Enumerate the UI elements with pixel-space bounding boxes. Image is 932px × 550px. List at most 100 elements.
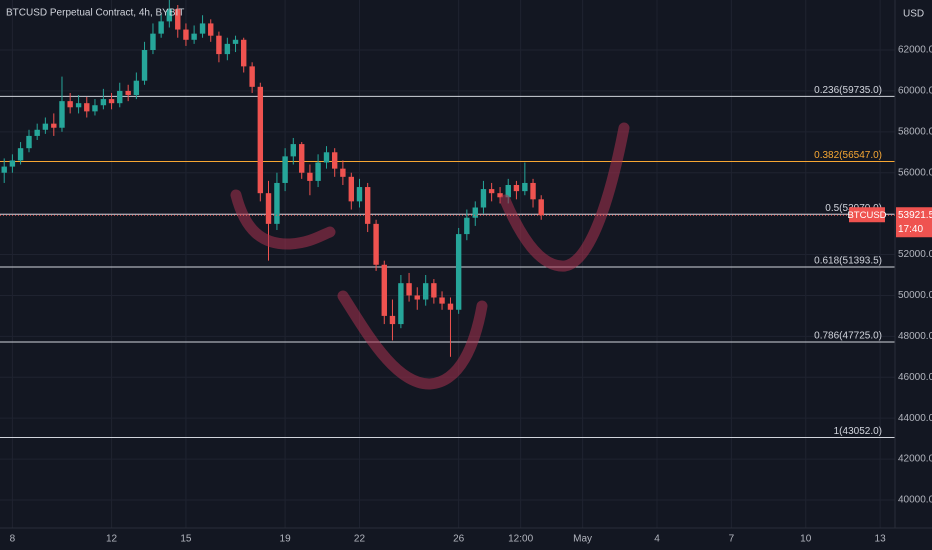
- candle-body: [59, 101, 65, 128]
- stroke: [230, 189, 336, 250]
- x-tick-label: 19: [280, 534, 292, 545]
- candle-body: [9, 160, 16, 167]
- y-tick-label: 50000.0: [898, 290, 932, 301]
- candle-body: [422, 283, 429, 300]
- candle-body: [166, 9, 173, 22]
- candle-body: [389, 315, 396, 325]
- candle-body: [216, 35, 222, 55]
- fib-label: 0.236(59735.0): [814, 85, 882, 96]
- candle-body: [67, 101, 73, 108]
- symbol-tag-bg: [849, 207, 885, 223]
- currency-badge: [897, 4, 927, 22]
- candle-body: [522, 182, 528, 192]
- y-tick-label: 48000.0: [898, 331, 932, 342]
- candle-body: [150, 33, 156, 51]
- candle-body: [42, 123, 49, 130]
- candle-body: [406, 283, 412, 296]
- candle-body: [290, 144, 296, 157]
- x-tick-label: 8: [10, 534, 16, 545]
- symbol-label: BTCUSD: [847, 210, 886, 221]
- axes: 40000.0 42000.0 44000.0 46000.0 48000.0 50000…: [10, 45, 932, 545]
- candle-body: [191, 33, 197, 40]
- currency: USD: [903, 9, 924, 20]
- candle-body: [513, 184, 520, 192]
- drawing: [230, 122, 630, 390]
- candle-body: [183, 29, 189, 40]
- y-tick-label: 42000.0: [898, 454, 932, 465]
- candle-body: [241, 39, 247, 67]
- candle-body: [51, 123, 57, 128]
- candle-body: [34, 129, 40, 136]
- candle-body: [505, 184, 511, 198]
- price-tag-bg: [896, 207, 932, 238]
- candle-body: [530, 182, 536, 200]
- candle-body: [439, 297, 445, 304]
- x-tick-label: 26: [453, 534, 465, 545]
- candle-body: [299, 144, 305, 173]
- candle-body: [364, 187, 371, 224]
- stroke: [499, 122, 630, 272]
- candle-body: [274, 182, 280, 224]
- candle-body: [331, 152, 338, 169]
- x-tick-label: 12:00: [508, 534, 533, 545]
- stroke: [337, 290, 488, 390]
- candle-body: [497, 193, 503, 198]
- y-tick-label: 46000.0: [898, 372, 932, 383]
- fib-label: 0.618(51393.5): [814, 256, 882, 267]
- x-tick-label: 15: [180, 534, 192, 545]
- candle-body: [282, 156, 288, 183]
- fib-levels: 0.236(59735.0)0.382(56547.0)0.5(53970.0)…: [0, 85, 895, 439]
- y-tick-label: 44000.0: [898, 413, 932, 424]
- candle-body: [315, 162, 321, 181]
- candle-body: [381, 264, 387, 316]
- countdown: 17:40: [898, 224, 923, 235]
- y-tick-label: 52000.0: [898, 249, 932, 260]
- candle-body: [100, 99, 107, 106]
- candle-body: [108, 99, 115, 104]
- last-price: 53921.5: [898, 210, 932, 221]
- candle-body: [323, 152, 330, 163]
- y-tick-label: 62000.0: [898, 45, 932, 56]
- candle-body: [307, 172, 313, 181]
- candle-body: [356, 187, 363, 202]
- candle-body: [141, 50, 148, 81]
- candle-body: [17, 148, 24, 161]
- price-tag: BTCUSD 53921.5 17:40: [0, 207, 932, 238]
- candle-body: [455, 234, 462, 310]
- candle-body: [249, 66, 255, 87]
- candle-body: [464, 217, 470, 235]
- candle-body: [75, 103, 82, 108]
- y-tick-label: 58000.0: [898, 126, 932, 137]
- candle-body: [158, 21, 164, 34]
- candle-body: [92, 105, 98, 112]
- y-tick-label: 60000.0: [898, 86, 932, 97]
- y-tick-label: 40000.0: [898, 495, 932, 506]
- candle-body: [265, 193, 272, 224]
- candle-body: [414, 295, 420, 300]
- candle-body: [447, 303, 454, 310]
- candle-body: [348, 176, 355, 202]
- candle-body: [117, 90, 123, 104]
- candle-body: [488, 189, 495, 194]
- x-tick-label: 13: [875, 534, 887, 545]
- x-tick-label: May: [573, 534, 592, 545]
- x-tick-label: 10: [800, 534, 812, 545]
- candle-body: [257, 86, 264, 194]
- x-tick-label: 12: [106, 534, 118, 545]
- candle-body: [398, 283, 404, 325]
- candle-body: [1, 166, 7, 173]
- chart-title: BTCUSD Perpetual Contract, 4h, BYBIT: [6, 8, 184, 19]
- candle-body: [340, 168, 346, 177]
- candle-body: [199, 23, 206, 34]
- fib-label: 0.786(47725.0): [814, 331, 882, 342]
- candle-body: [431, 283, 437, 298]
- candle-body: [232, 39, 239, 44]
- candle-body: [175, 9, 181, 30]
- candle-body: [133, 80, 140, 96]
- candle-body: [125, 90, 131, 96]
- candle-body: [224, 43, 231, 55]
- candle-body: [26, 135, 32, 149]
